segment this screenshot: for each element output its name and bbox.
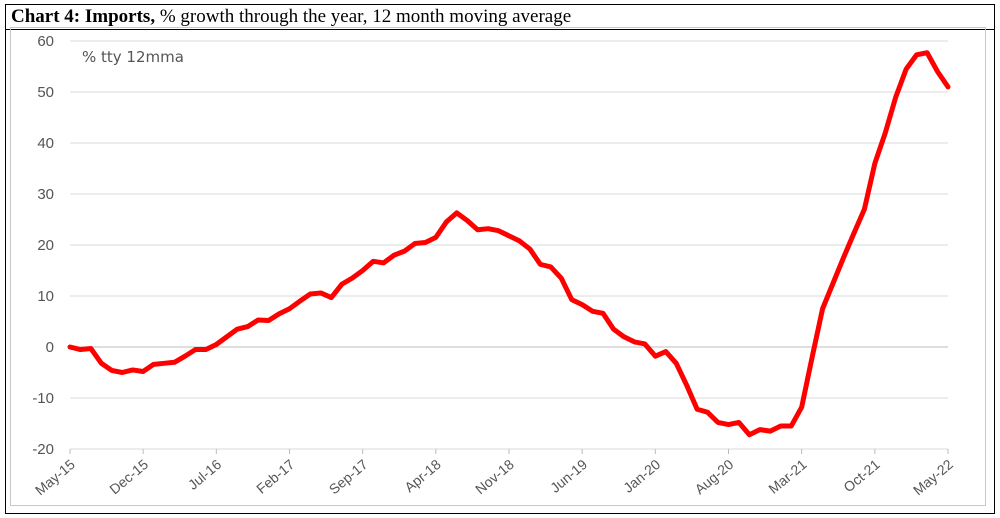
y-axis-ticks: 60 50 40 30 20 10 0 -10 -20: [32, 33, 54, 458]
x-tick-label: Mar-21: [765, 456, 809, 497]
y-tick-label: 40: [37, 135, 54, 152]
y-tick-label: 50: [37, 84, 54, 101]
x-tick-label: Dec-15: [106, 456, 151, 497]
x-axis-ticks: May-15 Dec-15 Jul-16 Feb-17 Sep-17 Apr-18 Nov-…: [32, 449, 956, 498]
y-tick-label: -10: [32, 390, 54, 407]
x-tick-label: May-15: [32, 456, 78, 498]
chart-title: Chart 4: Imports, % growth through the y…: [6, 5, 994, 30]
x-tick-label: Sep-17: [326, 456, 371, 497]
chart-title-bold: Chart 4: Imports,: [11, 6, 156, 27]
series-line: [67, 50, 951, 438]
y-tick-label: 10: [37, 288, 54, 305]
x-tick-label: Jan-20: [620, 456, 663, 496]
x-tick-label: Oct-21: [840, 456, 883, 495]
series-annotation: % tty 12mma: [82, 48, 184, 66]
x-tick-label: Jul-16: [185, 456, 225, 493]
y-tick-label: 60: [37, 33, 54, 50]
y-tick-label: 0: [46, 339, 54, 356]
x-tick-label: Aug-20: [692, 456, 737, 497]
gridlines: [70, 40, 948, 450]
chart-frame: Chart 4: Imports, % growth through the y…: [5, 4, 995, 514]
y-tick-label: 20: [37, 237, 54, 254]
chart-title-rest: % growth through the year, 12 month movi…: [155, 6, 572, 27]
x-tick-label: Jun-19: [547, 456, 590, 496]
x-tick-label: Feb-17: [253, 456, 297, 497]
x-tick-label: Apr-18: [401, 456, 444, 495]
y-tick-label: 30: [37, 186, 54, 203]
y-tick-label: -20: [32, 441, 54, 458]
x-tick-label: May-22: [910, 456, 956, 498]
plot-area-border: [10, 27, 986, 506]
x-tick-label: Nov-18: [472, 456, 517, 497]
